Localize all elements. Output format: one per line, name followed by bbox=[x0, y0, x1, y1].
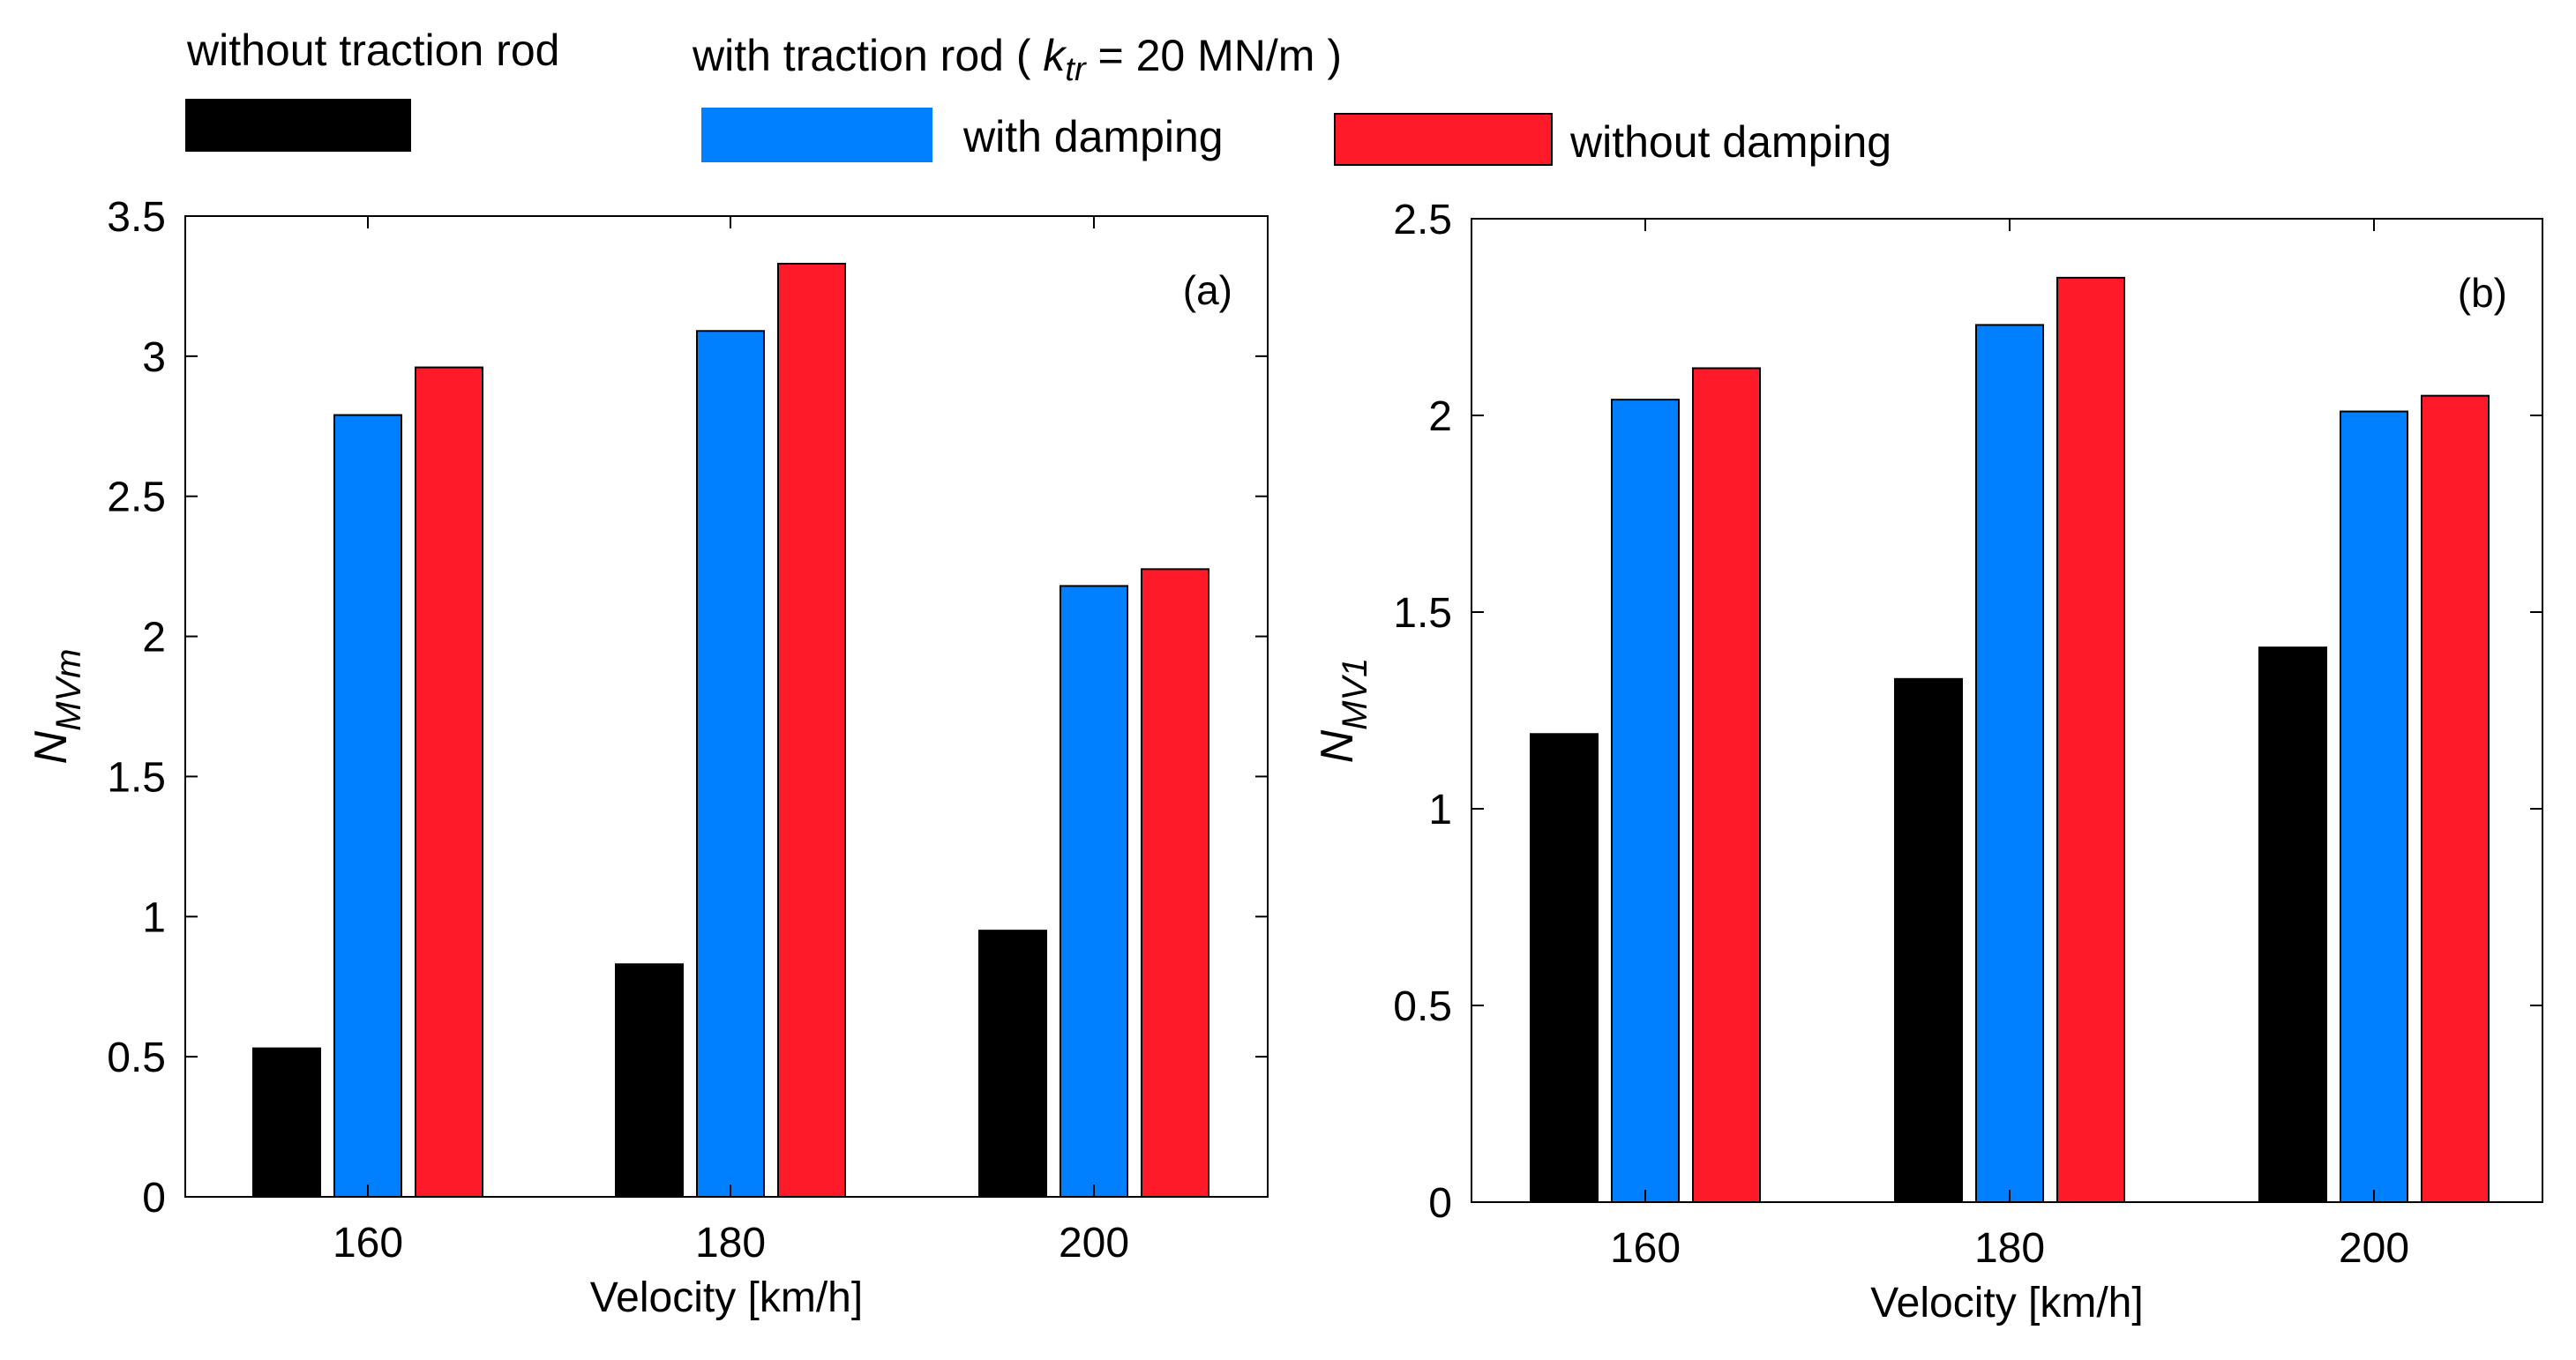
legend-swatch-with-damping bbox=[701, 108, 932, 162]
bar-b-160-s0 bbox=[1530, 733, 1599, 1203]
x-tick-label: 160 bbox=[1610, 1225, 1681, 1272]
y-tick-label: 0.5 bbox=[1393, 983, 1452, 1030]
bar-a-200-s2 bbox=[1141, 568, 1209, 1198]
bar-b-160-s2 bbox=[1692, 367, 1761, 1204]
bar-b-200-s2 bbox=[2421, 394, 2490, 1203]
legend-group2-prefix: with traction rod bbox=[693, 31, 1004, 80]
bar-b-200-s1 bbox=[2340, 410, 2408, 1204]
panel-label: (a) bbox=[1183, 267, 1232, 313]
bar-a-180-s2 bbox=[777, 263, 846, 1198]
legend-swatch-without-damping bbox=[1334, 113, 1553, 166]
bar-a-160-s0 bbox=[252, 1047, 321, 1199]
legend-param-subscript: tr bbox=[1065, 51, 1086, 88]
y-tick-label: 1 bbox=[142, 894, 166, 941]
legend-group1-title: without traction rod bbox=[187, 26, 560, 75]
legend: without traction rod with traction rod (… bbox=[0, 0, 2576, 194]
legend-open-paren: ( bbox=[1015, 31, 1031, 80]
bar-b-180-s2 bbox=[2056, 276, 2125, 1203]
y-axis-label: NMVm bbox=[26, 649, 88, 765]
y-tick-label: 0 bbox=[142, 1175, 166, 1222]
y-tick-label: 3.5 bbox=[107, 194, 166, 241]
bar-a-180-s0 bbox=[615, 963, 684, 1198]
y-tick-label: 2 bbox=[1428, 393, 1452, 440]
y-axis-label-main: N bbox=[1312, 729, 1363, 763]
bar-a-160-s1 bbox=[333, 414, 402, 1198]
y-tick-label: 3 bbox=[142, 334, 166, 381]
y-tick-label: 2.5 bbox=[1393, 197, 1452, 243]
legend-label-with-damping: with damping bbox=[963, 112, 1224, 161]
bar-b-180-s1 bbox=[1975, 324, 2044, 1204]
y-axis-label-sub: MVm bbox=[49, 649, 88, 731]
legend-group2-title: with traction rod ( ktr = 20 MN/m ) bbox=[693, 34, 1342, 86]
bar-a-200-s1 bbox=[1060, 585, 1128, 1198]
x-tick-label: 180 bbox=[695, 1220, 766, 1267]
bar-a-180-s1 bbox=[696, 330, 765, 1198]
y-tick-label: 0.5 bbox=[107, 1035, 166, 1081]
x-tick-label: 200 bbox=[1059, 1220, 1129, 1267]
bar-b-200-s0 bbox=[2258, 646, 2327, 1203]
y-tick-label: 1.5 bbox=[1393, 590, 1452, 637]
y-tick-label: 2.5 bbox=[107, 475, 166, 521]
bar-a-160-s2 bbox=[415, 366, 483, 1198]
x-axis-label: Velocity [km/h] bbox=[590, 1274, 863, 1321]
bar-b-160-s1 bbox=[1611, 399, 1680, 1204]
x-axis-label: Velocity [km/h] bbox=[1870, 1280, 2143, 1326]
y-tick-label: 1.5 bbox=[107, 754, 166, 801]
axes-box bbox=[1471, 218, 2543, 1203]
panel-a: 0 0.5 1 1.5 2 2.5 3 3.5 160 180 200 Velocity [km/h]… bbox=[26, 194, 1269, 1321]
panel-b: 0 0.5 1 1.5 2 2.5 160 180 200 Velocity [km/h] NMV1… bbox=[1312, 197, 2543, 1326]
panel-label: (b) bbox=[2458, 270, 2507, 316]
y-axis-label-main: N bbox=[26, 730, 77, 764]
y-tick-label: 0 bbox=[1428, 1180, 1452, 1227]
x-tick-label: 200 bbox=[2339, 1225, 2409, 1272]
legend-param-value: = 20 MN/m bbox=[1097, 31, 1315, 80]
x-tick-label: 180 bbox=[1974, 1225, 2045, 1272]
x-tick-label: 160 bbox=[333, 1220, 403, 1267]
bar-a-200-s0 bbox=[978, 930, 1047, 1198]
bar-b-180-s0 bbox=[1894, 677, 1963, 1203]
axes-box bbox=[184, 215, 1269, 1198]
legend-param-symbol: k bbox=[1043, 31, 1066, 80]
legend-label-without-damping: without damping bbox=[1570, 117, 1892, 167]
y-axis-label: NMV1 bbox=[1312, 658, 1374, 764]
legend-swatch-without-traction-rod bbox=[185, 99, 411, 152]
y-tick-label: 1 bbox=[1428, 787, 1452, 833]
y-tick-label: 2 bbox=[142, 615, 166, 661]
legend-close-paren: ) bbox=[1327, 31, 1342, 80]
y-axis-label-sub: MV1 bbox=[1336, 658, 1374, 730]
